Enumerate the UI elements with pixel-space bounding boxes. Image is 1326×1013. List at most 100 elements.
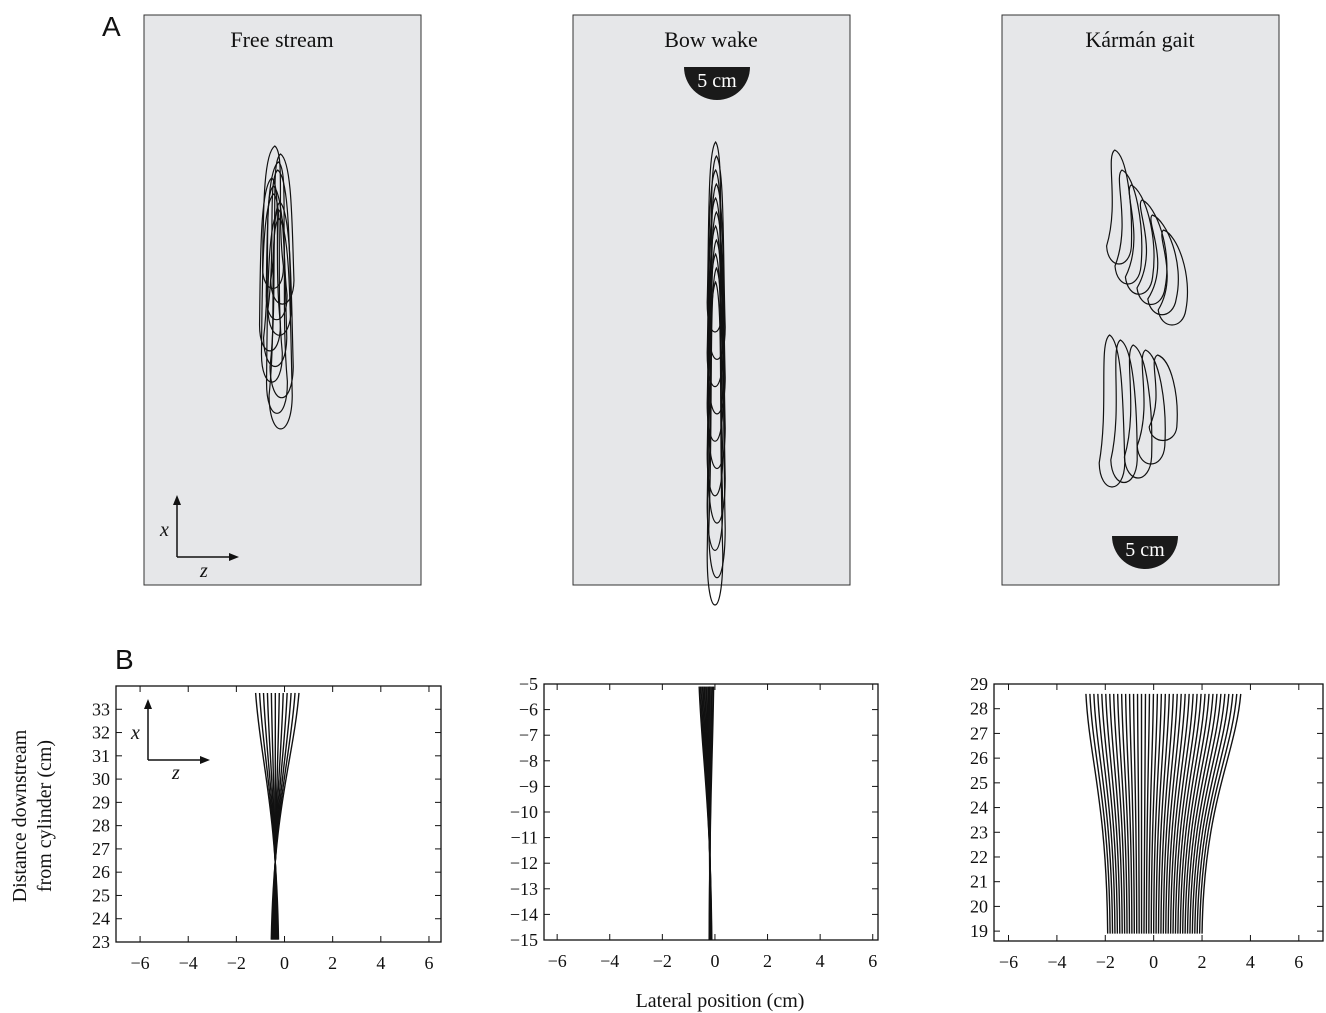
chart-3-y-tick-label: 23 (970, 822, 988, 842)
chart-2-y-tick-label: −13 (510, 879, 538, 899)
chart-2-y-tick-label: −7 (519, 725, 538, 745)
chart-3-body-trace (1105, 693, 1121, 934)
chart-3-y-tick-label: 25 (970, 773, 988, 793)
chart-1-frame (115, 685, 442, 943)
chart-3-x-tick-label: 0 (1149, 952, 1158, 972)
fish-outline (1136, 199, 1168, 305)
panel-a-3-cylinder: 5 cm (1112, 536, 1178, 569)
fish-outline (1148, 354, 1178, 442)
chart-1-x-tick-label: −2 (227, 953, 246, 973)
chart-1-body-trace (270, 692, 300, 940)
chart-1-y-tick-label: 33 (92, 699, 110, 719)
fish-outline (265, 209, 288, 414)
chart-3-x-tick-label: −4 (1047, 952, 1066, 972)
fish-outline (1114, 169, 1143, 285)
x-axis-label: Lateral position (cm) (636, 990, 805, 1012)
chart-2-x-tick-label: 4 (816, 951, 825, 971)
chart-3-body-trace (1152, 693, 1163, 934)
fish-outline (708, 266, 726, 579)
y-axis-label-line-2: from cylinder (cm) (34, 740, 56, 892)
chart-2-x-tick-label: 0 (710, 951, 719, 971)
chart-3-y-tick-label: 24 (970, 798, 988, 818)
chart-2-x-tick-label: 2 (763, 951, 772, 971)
panel-a-2-fish-outlines (706, 141, 726, 606)
panel-a-1-title: Free stream (230, 27, 333, 52)
chart-3-body-trace (1169, 693, 1190, 934)
chart-3-x-tick-label: −2 (1096, 952, 1115, 972)
chart-3-body-trace (1186, 693, 1218, 934)
fish-outline (1157, 229, 1189, 326)
fish-outline (268, 217, 293, 430)
panel-a-axis-indicator: x z (159, 495, 239, 582)
panel-a-3-title: Kármán gait (1085, 27, 1194, 52)
chart-2-x-tick-label: −6 (548, 951, 567, 971)
panel-a-2-cylinder: 5 cm (684, 67, 750, 100)
chart-3-body-trace (1116, 693, 1128, 934)
chart-3-body-trace (1194, 693, 1230, 934)
chart-1-x-tick-label: −4 (179, 953, 198, 973)
chart-3-body-trace (1184, 693, 1214, 934)
chart-3-x-tick-label: −6 (999, 952, 1018, 972)
chart-3-body-trace (1093, 693, 1114, 934)
chart-1-traces (254, 692, 300, 940)
chart-3-body-trace (1196, 693, 1234, 934)
panel-a-free-stream: Free stream x z (143, 14, 422, 586)
chart-3-body-trace (1148, 693, 1155, 934)
chart-3-body-trace (1124, 693, 1133, 934)
chart-1-y-tick-label: 23 (92, 932, 110, 952)
chart-3-body-trace (1172, 693, 1194, 934)
panel-a-2-title: Bow wake (664, 27, 757, 52)
chart-3-frame (993, 683, 1324, 942)
chart-3-body-trace (1179, 693, 1206, 934)
panel-a-2-scale-label: 5 cm (697, 70, 737, 92)
chart-3-body-trace (1167, 693, 1186, 934)
panel-a-bow-wake: Bow wake 5 cm (572, 14, 851, 606)
fish-outline (1147, 214, 1179, 316)
chart-3-body-trace (1136, 693, 1140, 934)
chart-1-y-tick-label: 28 (92, 816, 110, 836)
chart-3-body-trace (1155, 693, 1167, 934)
fish-outline (1110, 339, 1138, 484)
chart-1-axis-indicator: x z (130, 699, 210, 784)
chart-3-traces (1085, 693, 1242, 934)
chart-1-y-tick-label: 29 (92, 792, 110, 812)
chart-2-y-tick-label: −15 (510, 930, 538, 950)
chart-2-y-tick-label: −14 (510, 904, 538, 924)
chart-3-body-trace (1113, 693, 1126, 934)
chart-1-x-tick-label: 4 (376, 953, 385, 973)
chart-1-y-tick-label: 27 (92, 839, 110, 859)
fish-outline (258, 177, 281, 352)
chart-3-body-trace (1101, 693, 1119, 934)
panel-a-1-background (143, 14, 422, 586)
chart-2-y-tick-label: −6 (519, 700, 538, 720)
chart-3-body-trace (1198, 693, 1238, 934)
chart-3-body-trace (1132, 693, 1138, 934)
chart-2-body-trace (708, 686, 715, 940)
fish-outline (269, 201, 294, 399)
panel-a-3-background (1001, 14, 1280, 586)
chart-2-x-tick-label: −4 (600, 951, 619, 971)
chart-3-body-trace (1085, 693, 1109, 934)
chart-3-y-tick-label: 26 (970, 748, 988, 768)
chart-2-y-tick-label: −8 (519, 751, 538, 771)
chart-3-body-trace (1165, 693, 1182, 934)
chart-2-y-tick-label: −5 (519, 674, 538, 694)
panel-a-3-fish-outlines (1098, 149, 1189, 488)
chart-3-x-tick-label: 2 (1198, 952, 1207, 972)
chart-2-bow-wake: −6 −4 −2 0 2 4 6 −5 −6 −7 −8 −9 −10 −11 −12 −13 −14 −15 (510, 674, 879, 971)
chart-3-body-trace (1150, 693, 1159, 934)
y-axis-label-line-1: Distance downstream (9, 729, 31, 902)
panel-label-a: A (102, 11, 121, 42)
chart-3-body-trace (1177, 693, 1202, 934)
chart-3-body-trace (1174, 693, 1198, 934)
chart-1-axis-z-letter: z (171, 762, 180, 784)
chart-1-axis-x-letter: x (130, 722, 140, 744)
fish-outline (1123, 344, 1153, 479)
chart-1-x-tick-label: 6 (424, 953, 433, 973)
fish-outline (1136, 349, 1166, 465)
chart-1-y-tick-label: 30 (92, 769, 110, 789)
chart-3-body-trace (1145, 693, 1151, 934)
chart-3-body-trace (1109, 693, 1123, 934)
chart-1-x-tick-label: −6 (130, 953, 149, 973)
